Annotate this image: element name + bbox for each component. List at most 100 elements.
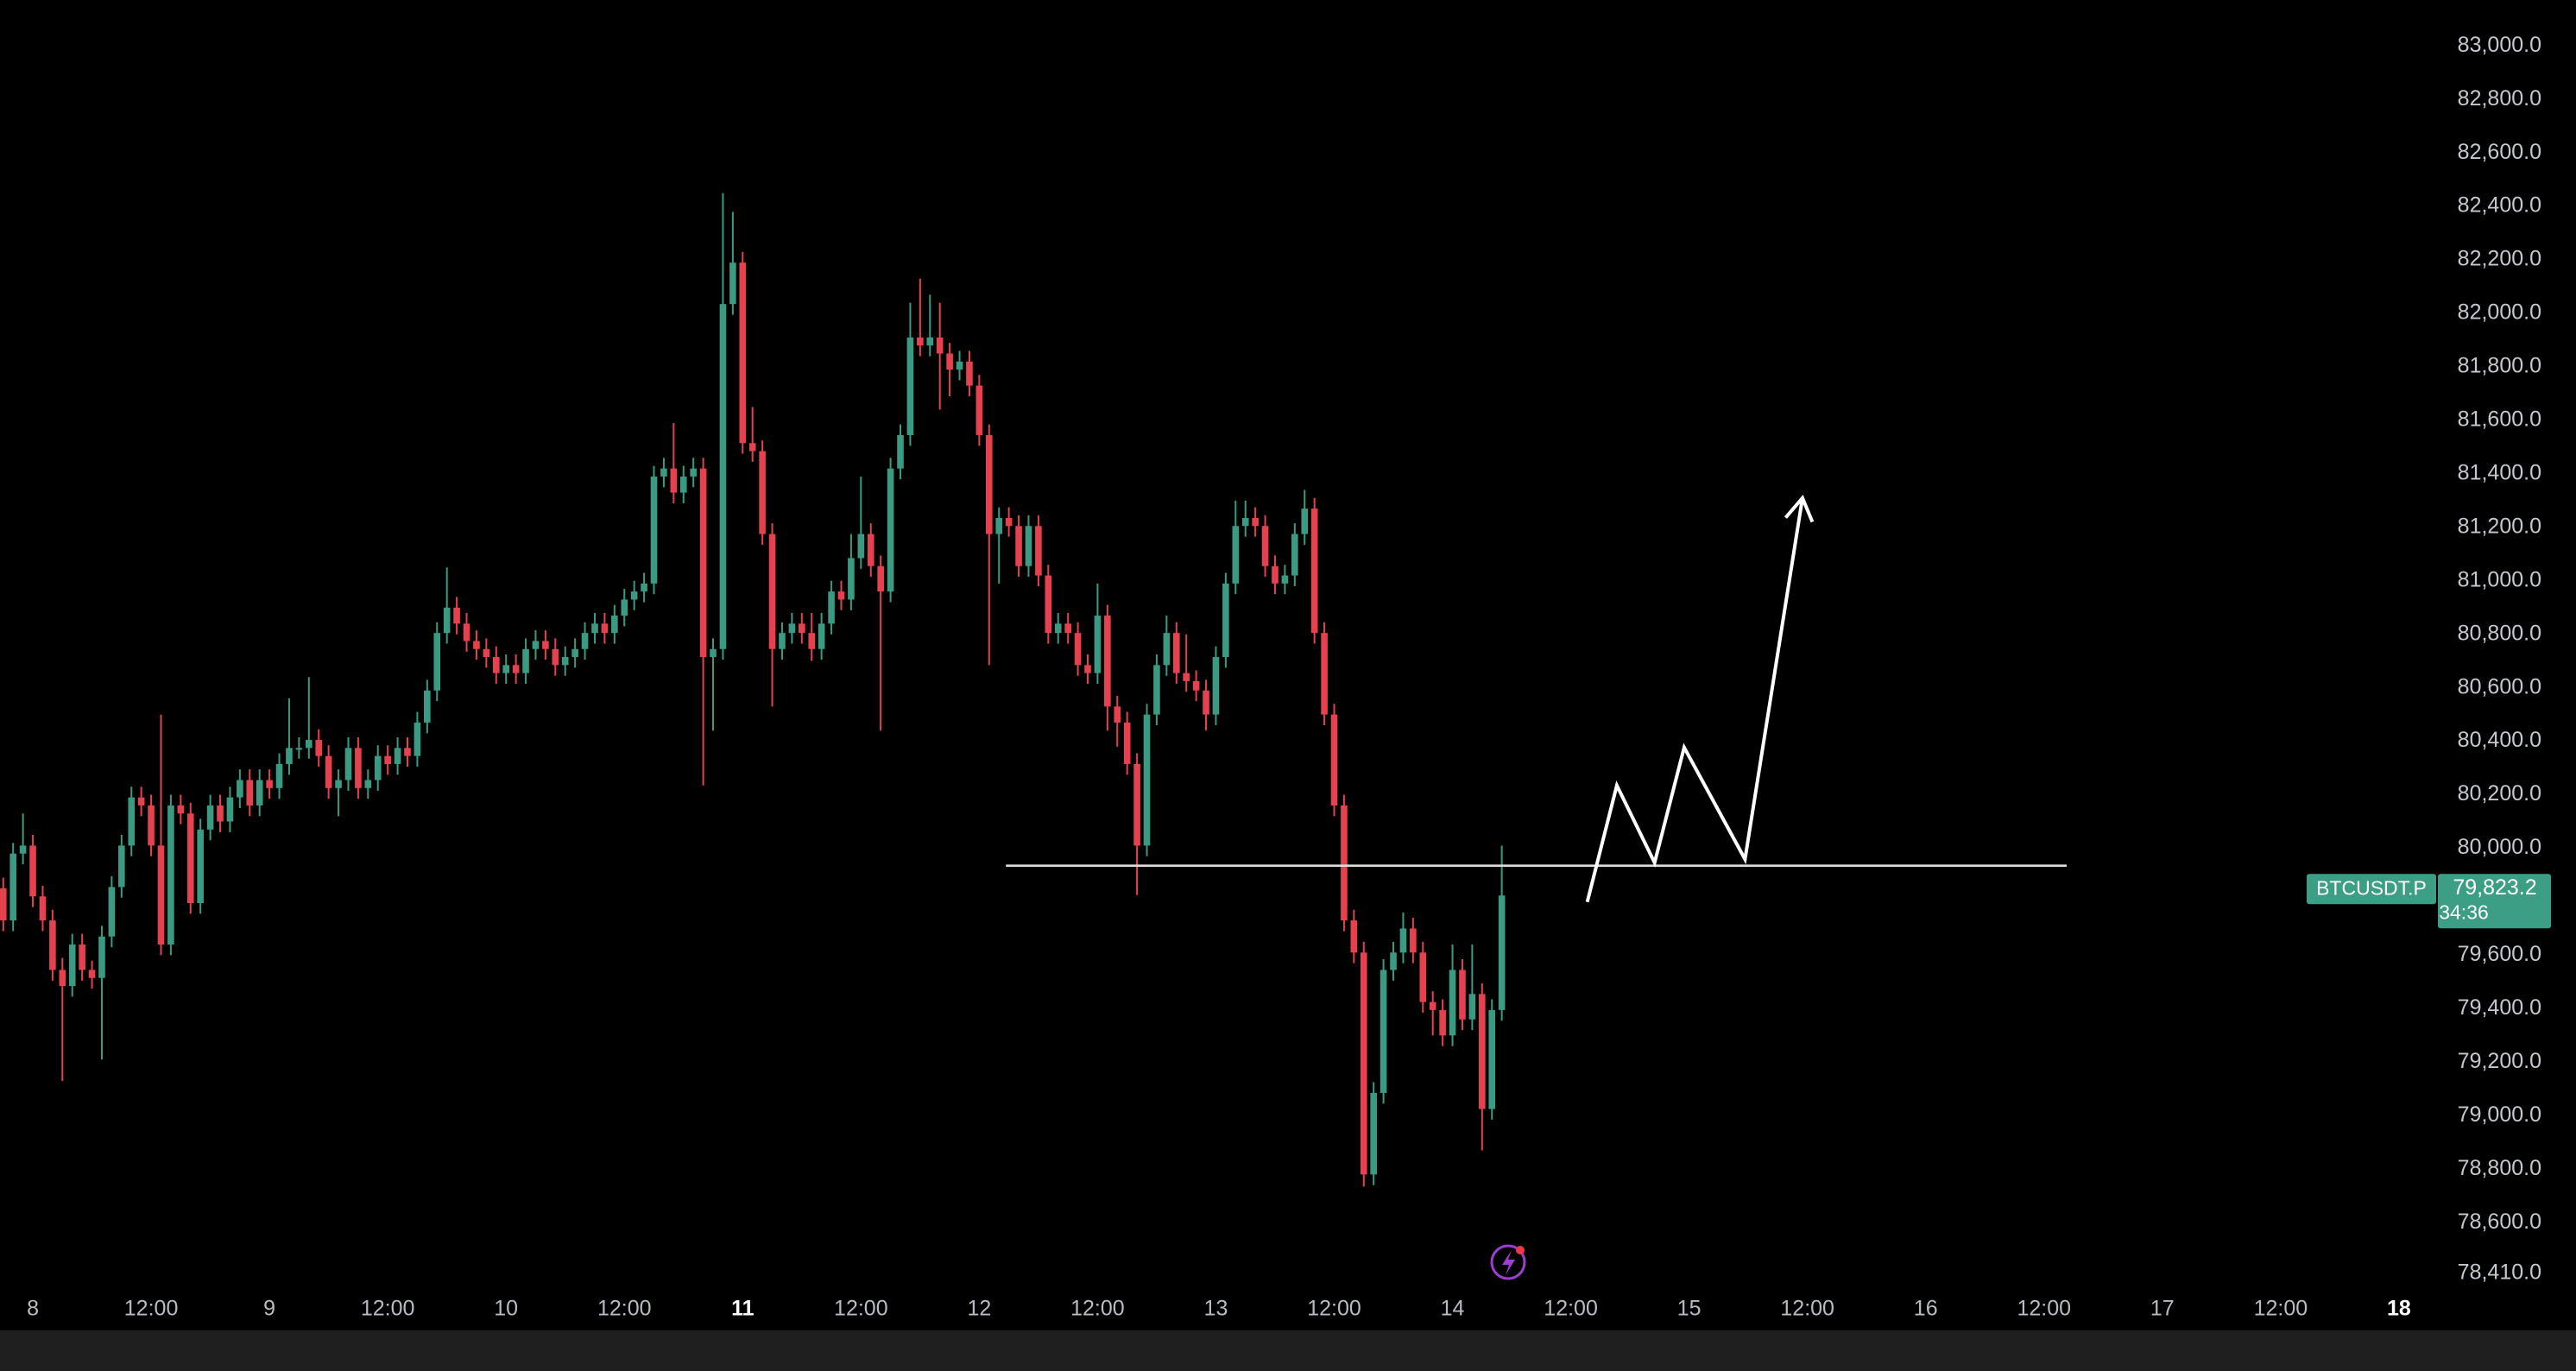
candle-body <box>956 361 963 370</box>
candle-body <box>394 748 401 764</box>
x-tick-label: 11 <box>731 1297 754 1321</box>
candle-body <box>1488 1009 1496 1109</box>
candle-body <box>601 623 609 634</box>
y-tick-label: 79,000.0 <box>2458 1102 2541 1127</box>
candle-body <box>344 748 352 780</box>
candle-body <box>483 648 490 658</box>
candle-body <box>374 755 382 780</box>
candle-body <box>295 748 303 750</box>
candle-body <box>1163 633 1171 666</box>
y-tick-label: 78,410.0 <box>2458 1260 2541 1285</box>
candle-body <box>1094 616 1102 673</box>
candle-body <box>186 813 194 904</box>
candle-body <box>226 797 234 822</box>
x-tick-label: 10 <box>494 1297 518 1321</box>
candle-body <box>867 534 874 566</box>
candle-body <box>1232 526 1240 584</box>
candle-body <box>1281 575 1289 584</box>
candle-body <box>532 641 540 649</box>
candle-body <box>108 887 116 937</box>
candle-body <box>384 755 391 764</box>
candle-body <box>1192 680 1200 691</box>
y-tick-label: 79,600.0 <box>2458 942 2541 966</box>
candle-body <box>167 805 174 945</box>
candle-body <box>1212 657 1220 715</box>
y-tick-label: 78,600.0 <box>2458 1210 2541 1234</box>
candle-body <box>1498 895 1506 1010</box>
candle-body <box>641 583 647 592</box>
candle-body <box>1054 623 1062 634</box>
y-tick-label: 82,800.0 <box>2458 86 2541 111</box>
candle-body <box>1439 1009 1446 1036</box>
candle-body <box>1429 1001 1436 1010</box>
x-tick-label: 15 <box>1677 1297 1702 1321</box>
candles <box>0 193 1506 1187</box>
y-tick-label: 81,400.0 <box>2458 460 2541 484</box>
candle-body <box>1399 928 1407 953</box>
candle-body <box>887 468 894 592</box>
candle-body <box>739 262 747 444</box>
candle-body <box>237 780 243 798</box>
candle-body <box>1261 526 1269 566</box>
candle-body <box>29 845 36 897</box>
x-tick-label: 8 <box>27 1297 39 1321</box>
candle-body <box>1301 509 1309 534</box>
candle-body <box>157 845 165 945</box>
candle-body <box>1084 665 1091 673</box>
candle-body <box>266 780 273 788</box>
y-tick-label: 81,000.0 <box>2458 567 2541 591</box>
candle-body <box>768 534 776 649</box>
candle-body <box>818 623 825 649</box>
candle-body <box>88 970 96 978</box>
candle-body <box>552 648 559 666</box>
candle-body <box>1064 623 1071 634</box>
candle-body <box>1172 633 1180 673</box>
x-tick-label: 12:00 <box>597 1297 652 1321</box>
y-tick-label: 80,600.0 <box>2458 674 2541 698</box>
candle-body <box>670 468 678 493</box>
candle-body <box>355 748 362 788</box>
candle-body <box>759 451 766 534</box>
symbol-tag <box>2307 874 2436 905</box>
y-tick-label: 78,800.0 <box>2458 1156 2541 1180</box>
candle-body <box>1203 690 1209 715</box>
symbol-label: BTCUSDT.P <box>2316 876 2427 899</box>
candle-body <box>1321 633 1328 715</box>
x-tick-label: 12:00 <box>1544 1297 1598 1321</box>
candle-body <box>857 534 865 559</box>
candle-body <box>424 690 431 723</box>
y-tick-label: 80,000.0 <box>2458 835 2541 859</box>
x-tick-label: 12:00 <box>834 1297 888 1321</box>
candle-body <box>1252 517 1259 527</box>
candle-body <box>1419 952 1427 1002</box>
x-tick-label: 12:00 <box>361 1297 415 1321</box>
replay-icon[interactable] <box>1490 1244 1526 1280</box>
y-tick-label: 80,400.0 <box>2458 728 2541 752</box>
candle-body <box>848 558 855 600</box>
candle-body <box>335 780 342 788</box>
candle-body <box>315 740 323 756</box>
y-tick-label: 82,600.0 <box>2458 140 2541 164</box>
x-tick-label: 12:00 <box>1070 1297 1125 1321</box>
candle-body <box>522 648 529 673</box>
arrow-head <box>1784 494 1815 523</box>
candle-body <box>1222 583 1229 658</box>
candle-body <box>128 797 136 846</box>
icon-bolt <box>1502 1250 1515 1275</box>
candle-body <box>443 607 451 634</box>
candle-body <box>1330 714 1338 806</box>
candle-body <box>995 517 1003 534</box>
y-tick-label: 81,600.0 <box>2458 408 2541 432</box>
candle-body <box>710 648 717 658</box>
candle-body <box>1123 722 1131 764</box>
candle-body <box>79 945 85 970</box>
candle-body <box>404 748 411 756</box>
candle-body <box>68 945 76 987</box>
candle-body <box>1183 673 1190 681</box>
candle-body <box>19 845 27 854</box>
x-tick-label: 18 <box>2387 1297 2411 1321</box>
x-tick-label: 12 <box>967 1297 991 1321</box>
price-tag <box>2438 874 2551 929</box>
candle-body <box>1272 565 1279 584</box>
